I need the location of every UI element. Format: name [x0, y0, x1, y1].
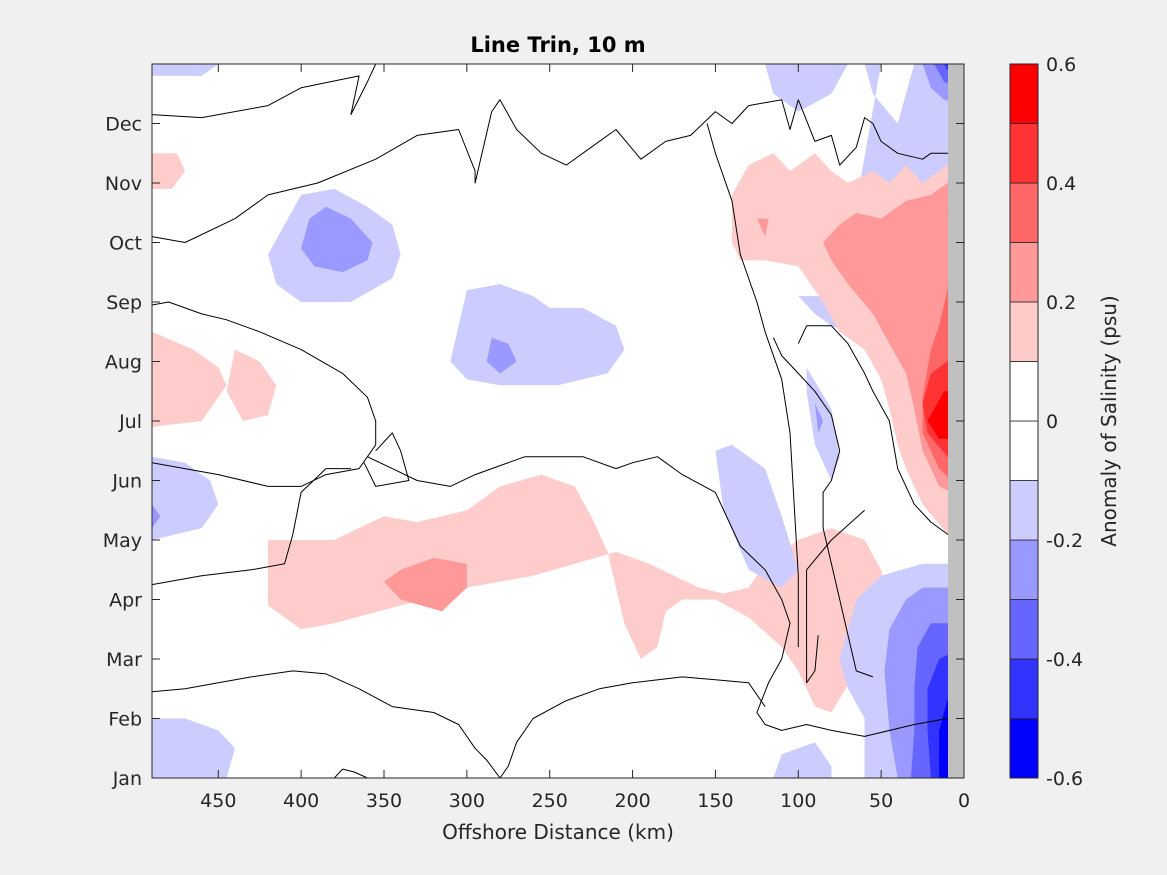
x-tick-label: 450 [200, 790, 236, 812]
colorbar-segment [1009, 361, 1039, 422]
contour-fill-12 [152, 718, 235, 778]
y-tick-label: Dec [105, 114, 142, 136]
contour-line-37 [363, 432, 410, 487]
contour-fill-29 [756, 218, 769, 237]
contour-fill-3 [301, 206, 373, 273]
colorbar-segment [1009, 182, 1039, 243]
x-axis-label: Offshore Distance (km) [442, 820, 674, 844]
contour-fill-7 [226, 349, 277, 421]
colorbar-tick-label: 0.6 [1046, 54, 1076, 76]
colorbar-segment [1009, 480, 1039, 541]
x-tick-label: 250 [532, 790, 568, 812]
x-tick-label: 150 [697, 790, 733, 812]
x-tick-label: 100 [780, 790, 816, 812]
contour-fills [152, 64, 964, 778]
contour-fill-0 [152, 64, 219, 76]
colorbar-segment [1009, 599, 1039, 660]
x-tick-label: 50 [869, 790, 893, 812]
contour-line-42 [806, 509, 865, 684]
y-axis-ticks: Jan Feb Mar Apr May Jun Jul Aug Sep Oct Nov Dec [103, 114, 964, 790]
colorbar-tick-label: 0.4 [1046, 173, 1076, 195]
y-tick-label: Jun [111, 471, 142, 493]
y-tick-label: Sep [106, 292, 142, 314]
contour-line-45 [499, 676, 766, 778]
contour-fill-1 [152, 153, 186, 189]
contour-line-38 [152, 468, 351, 586]
y-tick-label: Jul [118, 411, 142, 433]
x-tick-label: 0 [958, 790, 970, 812]
contour-fill-26 [814, 403, 824, 433]
contour-lines [152, 64, 964, 778]
colorbar-tick-label: 0 [1046, 411, 1058, 433]
y-tick-label: Nov [105, 173, 142, 195]
contour-line-43 [772, 337, 874, 678]
contour-line-36 [152, 301, 377, 487]
contour-line-41 [706, 123, 799, 648]
contour-fill-14 [773, 742, 832, 778]
x-tick-label: 300 [449, 790, 485, 812]
x-tick-label: 350 [366, 790, 402, 812]
colorbar-frame [1009, 63, 1039, 779]
colorbar-segment [1009, 123, 1039, 184]
contour-line-35 [152, 99, 964, 243]
contour-line-46 [333, 768, 368, 778]
contour-fill-5 [486, 337, 517, 374]
x-axis-ticks: 450 400 350 300 250 200 150 100 50 0 [200, 64, 970, 812]
contour-fill-11 [384, 557, 467, 612]
chart-title: Line Trin, 10 m [470, 33, 645, 57]
contour-fill-6 [152, 331, 227, 427]
colorbar-tick-label: -0.6 [1046, 768, 1083, 790]
contour-fill-10 [268, 474, 964, 719]
colorbar-segment [1009, 301, 1039, 362]
x-tick-label: 400 [283, 790, 319, 812]
colorbar-tick-label: -0.2 [1046, 530, 1083, 552]
colorbar-segment [1009, 420, 1039, 481]
colorbar: 0.6 0.4 0.2 0 -0.2 -0.4 -0.6 [1009, 54, 1083, 790]
y-tick-label: Oct [109, 233, 142, 255]
y-tick-label: Apr [109, 590, 142, 612]
contour-line-39 [367, 456, 948, 737]
colorbar-tick-label: 0.2 [1046, 292, 1076, 314]
contour-fill-8 [152, 456, 219, 540]
colorbar-segment [1009, 658, 1039, 719]
y-tick-label: Aug [105, 352, 142, 374]
contour-line-44 [797, 325, 964, 541]
contour-fill-9 [152, 504, 161, 529]
contour-fill-13 [715, 444, 799, 588]
colorbar-segment [1009, 242, 1039, 303]
colorbar-segment [1009, 539, 1039, 600]
y-tick-label: Jan [112, 768, 142, 790]
y-tick-label: Mar [106, 649, 142, 671]
contour-line-40 [152, 670, 501, 778]
x-tick-label: 200 [614, 790, 650, 812]
y-tick-label: Feb [108, 709, 142, 731]
colorbar-segment [1009, 63, 1039, 124]
colorbar-tick-label: -0.4 [1046, 649, 1083, 671]
contour-line-34 [152, 64, 377, 119]
y-tick-label: May [103, 530, 142, 552]
contour-fill-25 [806, 367, 840, 481]
colorbar-segment [1009, 718, 1039, 779]
colorbar-label: Anomaly of Salinity (psu) [1097, 295, 1121, 546]
